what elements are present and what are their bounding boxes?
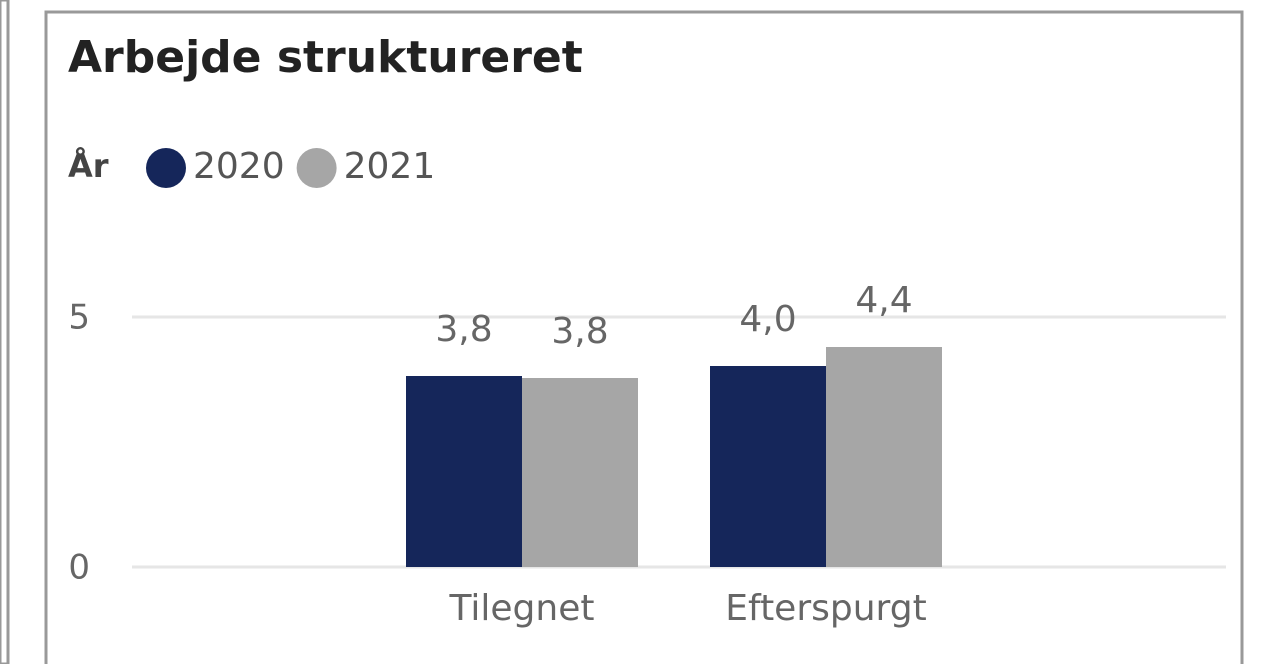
bar xyxy=(826,347,942,567)
data-label: 4,0 xyxy=(739,299,796,340)
data-label: 3,8 xyxy=(551,311,608,352)
chart-title: Arbejde struktureret xyxy=(68,32,583,83)
legend-label: 2020 xyxy=(193,146,285,187)
legend-title: År xyxy=(68,147,109,185)
data-label: 3,8 xyxy=(435,309,492,350)
bar xyxy=(710,366,826,567)
left-card-edge xyxy=(0,0,10,664)
x-tick-label: Tilegnet xyxy=(449,588,595,629)
legend-marker xyxy=(296,148,337,188)
legend-label: 2021 xyxy=(344,146,436,187)
data-label: 4,4 xyxy=(855,280,912,321)
legend-marker xyxy=(146,148,186,188)
bar xyxy=(522,378,638,567)
y-tick-label: 5 xyxy=(68,298,90,338)
bar xyxy=(406,376,522,567)
card xyxy=(44,10,1244,664)
x-tick-label: Efterspurgt xyxy=(725,588,926,629)
y-tick-label: 0 xyxy=(68,548,90,588)
